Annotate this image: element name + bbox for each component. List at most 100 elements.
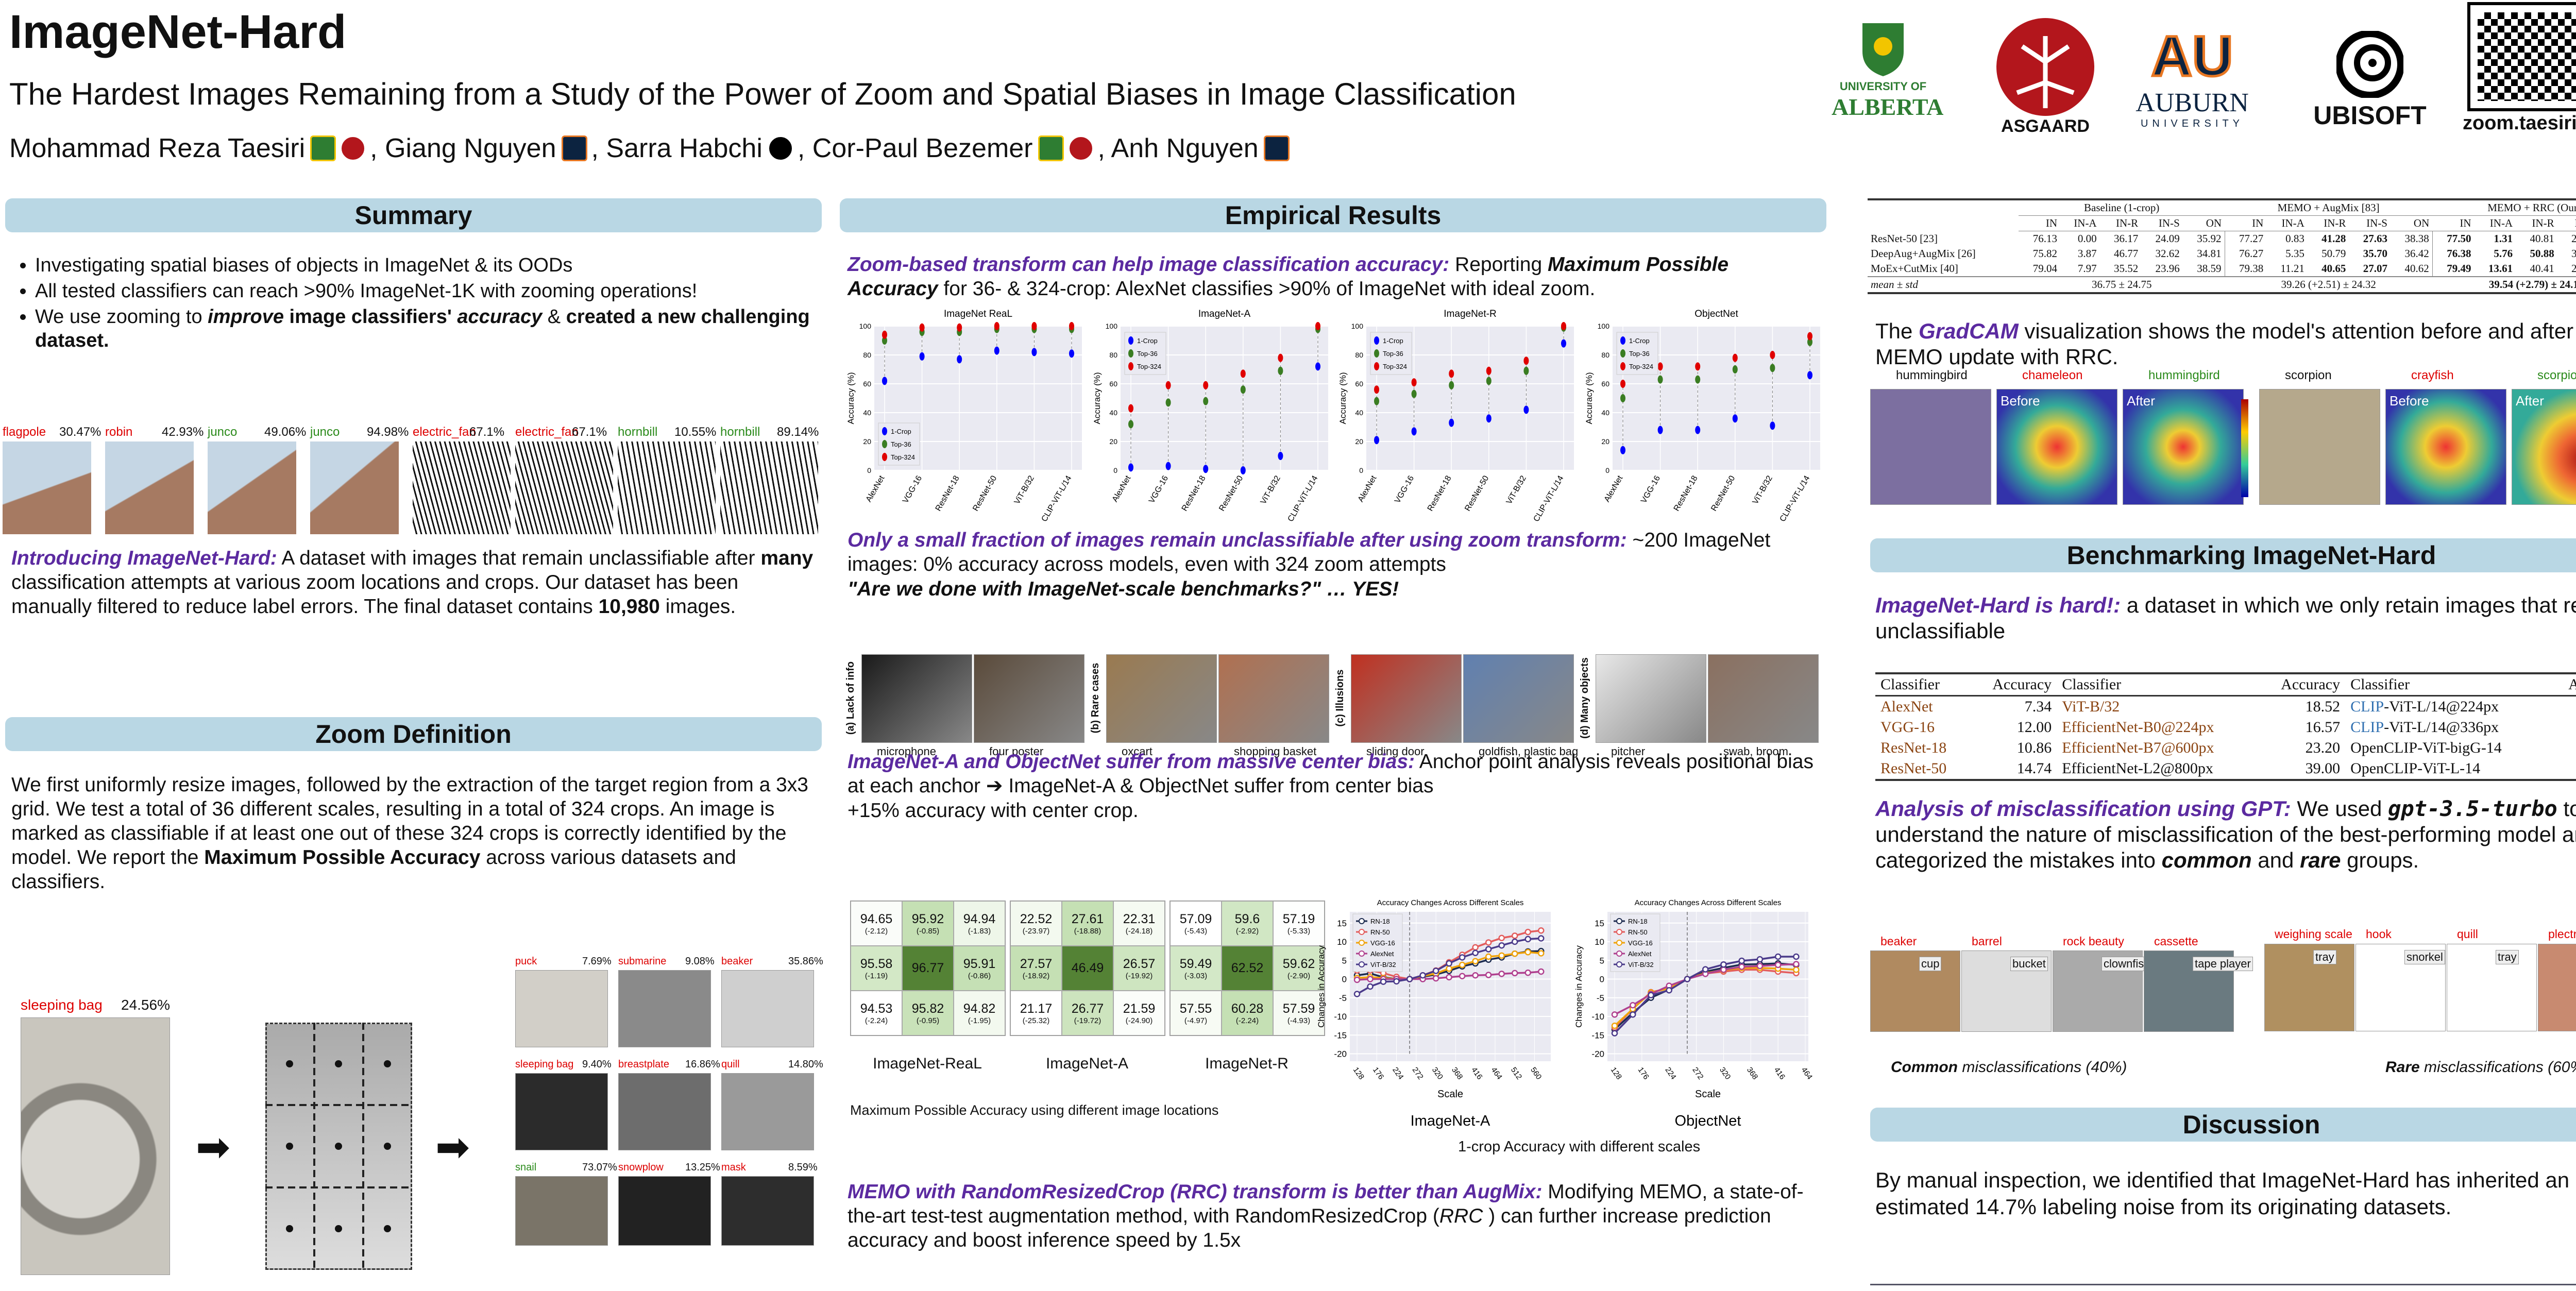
cell-value: 26.77 [1071,1001,1104,1016]
text-run: ) can further increase prediction accura… [848,1205,1771,1251]
cell-value: 59.6 [1234,911,1260,926]
ualberta-text-top: UNIVERSITY OF [1839,80,1927,93]
crop-label: submarine [618,956,667,967]
cell-delta: (-19.72) [1074,1016,1101,1025]
classifier-suffix: -ViT-L/14@224px [2384,698,2499,715]
table-cell: 23.96 [2155,262,2180,275]
x-tick-label: AlexNet [1602,474,1624,503]
heatmap-caption: Maximum Possible Accuracy using differen… [850,1102,1219,1118]
x-tick-label: 272 [1411,1066,1425,1081]
series-point [1611,1030,1618,1037]
text-run: All tested classifiers can reach >90% Im… [35,280,698,302]
series-point [1472,958,1479,964]
qr-code[interactable] [2467,2,2576,111]
x-tick-label: 464 [1800,1066,1814,1081]
example-score: 10.55% [674,425,717,439]
point-top-36 [1128,420,1133,429]
crop-label: puck [515,956,537,967]
crop-label: snail [515,1162,537,1173]
accuracy-cell: 1.86 [2546,696,2576,718]
legend-marker [1359,929,1365,935]
table-cell: 76.27 [2224,246,2267,261]
crop-image [515,970,608,1047]
gradcam-image [2259,389,2380,505]
classifier-cell: ResNet-18 [1875,738,1970,758]
column-header: IN-R [2099,215,2142,231]
table-cell: 76.13 [2032,232,2057,245]
point-1-crop [1769,421,1775,430]
y-tick-label: 20 [1109,437,1117,446]
x-tick-label: 464 [1489,1066,1504,1081]
classifier-name: AlexNet [1880,698,1933,715]
accuracy-cell: 10.86 [2016,739,2052,756]
heatmap-cell: 59.6 (-2.92) [1222,901,1273,946]
cell-value: 94.65 [860,911,893,926]
project-url[interactable]: zoom.taesiri.ai [2463,112,2576,134]
cell-value: 96.77 [911,961,944,975]
series-point [1367,983,1374,990]
colorbar [2241,399,2248,497]
crop-score: 14.80% [788,1059,823,1070]
mean-label: mean ± std [1871,278,1919,291]
example-image [1351,654,1462,743]
point-1-crop [1165,462,1171,470]
before-tag: Before [2389,393,2429,409]
benchmark-paragraph: ImageNet-Hard is hard!: a dataset in whi… [1875,592,2576,644]
y-tick-label: 0 [1359,466,1363,474]
original-label: sleeping bag [21,997,103,1013]
cell-value: 57.55 [1179,1001,1212,1016]
point-1-crop [1657,426,1663,434]
point-1-crop [957,355,962,364]
caption-emphasis: Rare [2385,1059,2420,1076]
max-accuracy-charts: 0 20 40 60 80 100 AlexNet VGG-16 ResNet-18 ResNet… [842,296,1826,523]
table-cell: 79.04 [2032,262,2057,275]
legend-label: AlexNet [1628,950,1652,958]
heatmap-cell: 57.09 (-5.43) [1170,901,1222,946]
chart-title: ImageNet ReaL [944,309,1012,319]
crop-score: 7.69% [582,956,612,967]
center-crop-gain: +15% accuracy with center crop. [848,800,1139,822]
gradcam-label: hummingbird [1896,368,1968,382]
discussion-header: Discussion [1870,1108,2576,1142]
group-tag: (b) Rare cases [1090,663,1101,734]
y-tick-label: -10 [1334,1012,1347,1022]
point-top-324 [919,323,925,332]
y-tick-label: 100 [859,322,872,330]
legend-label: Top-324 [1629,363,1653,370]
text-run: We first uniformly resize images, follow… [11,774,808,869]
cell-delta: (-2.24) [1235,1016,1259,1025]
auburn-text-top: AUBURN [2136,88,2249,117]
heatmap-cell: 59.49 (-3.03) [1170,946,1222,991]
misclassified-image [1870,950,1960,1032]
university-of-alberta-logo: UNIVERSITY OF ALBERTA [1832,21,1943,121]
cell-value: 22.52 [1020,911,1053,926]
column-header: IN-A [2266,215,2308,231]
x-tick-label: ViT-B/32 [1013,474,1036,505]
legend-marker [1374,349,1379,358]
crop-image [618,1073,711,1150]
legend-label: Top-36 [1629,350,1650,358]
caption-text: misclassifications (40%) [1958,1059,2127,1076]
y-tick-label: -10 [1591,1012,1604,1022]
cell-value: 60.28 [1231,1001,1264,1016]
heatmap-cell: 26.77 (-19.72) [1062,991,1113,1035]
author-name: , Giang Nguyen [370,133,556,163]
heatmap-label: ImageNet-A [1045,1055,1129,1072]
text-run: Maximum Possible Accuracy [204,846,481,869]
table-cell: 1.31 [2494,232,2513,245]
example-label: hornbill [618,425,658,439]
example-label: junco [208,425,238,439]
point-1-crop [1069,349,1074,358]
point-top-324 [1128,404,1133,413]
point-top-36 [1657,375,1663,384]
point-1-crop [1449,418,1454,427]
poster-title: ImageNet-Hard [9,6,347,58]
point-top-324 [994,322,999,330]
intro-paragraph: Introducing ImageNet-Hard: A dataset wit… [11,546,820,619]
point-1-crop [1374,436,1379,445]
classifier-name: OpenCLIP-ViT-L-14 [2350,760,2481,777]
y-axis-label: Accuracy (%) [846,372,856,424]
column-header: IN-S [2349,215,2391,231]
crop-image [721,970,814,1047]
legend-marker [1128,349,1133,358]
